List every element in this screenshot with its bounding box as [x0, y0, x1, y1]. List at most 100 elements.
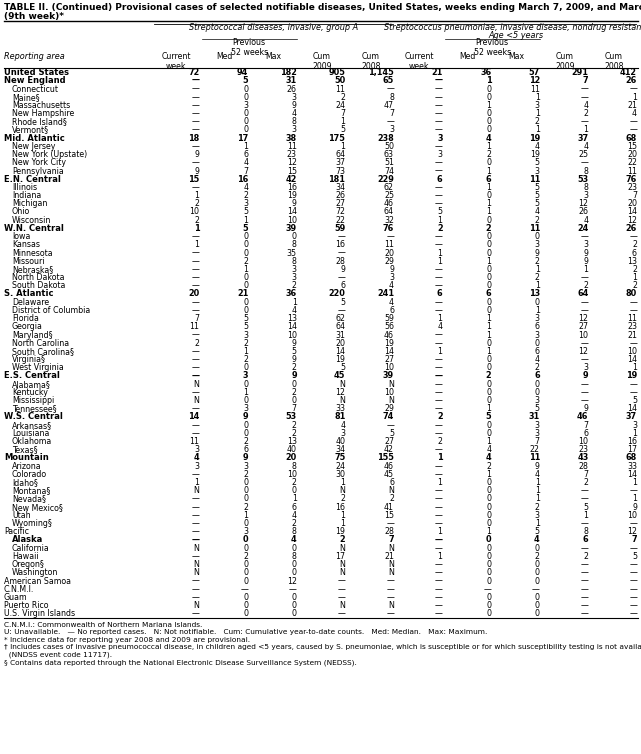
Text: 0: 0 — [243, 281, 248, 290]
Text: Mississippi: Mississippi — [12, 396, 54, 405]
Text: 9: 9 — [583, 404, 588, 413]
Text: —: — — [192, 429, 199, 438]
Text: 20: 20 — [384, 249, 394, 258]
Text: 0: 0 — [487, 363, 491, 372]
Text: Oklahoma: Oklahoma — [12, 437, 53, 446]
Text: 905: 905 — [329, 68, 345, 77]
Text: 0: 0 — [487, 216, 491, 225]
Text: 5: 5 — [243, 322, 248, 331]
Text: 1: 1 — [487, 322, 491, 331]
Text: E.S. Central: E.S. Central — [4, 372, 60, 381]
Text: 40: 40 — [335, 437, 345, 446]
Text: Minnesota: Minnesota — [12, 249, 53, 258]
Text: —: — — [289, 584, 297, 593]
Text: 1: 1 — [243, 216, 248, 225]
Text: 2: 2 — [292, 388, 297, 397]
Text: —: — — [629, 125, 637, 134]
Text: 1: 1 — [487, 167, 491, 176]
Text: 155: 155 — [377, 453, 394, 462]
Text: 1: 1 — [292, 298, 297, 307]
Text: —: — — [435, 486, 442, 495]
Text: 2: 2 — [487, 150, 491, 159]
Text: 62: 62 — [384, 183, 394, 192]
Text: 64: 64 — [335, 322, 345, 331]
Text: —: — — [435, 380, 442, 389]
Text: Indiana: Indiana — [12, 191, 41, 200]
Text: —: — — [581, 519, 588, 528]
Text: 19: 19 — [530, 150, 540, 159]
Text: 0: 0 — [292, 569, 297, 578]
Text: 0: 0 — [535, 609, 540, 618]
Text: E.N. Central: E.N. Central — [4, 175, 61, 184]
Text: 6: 6 — [534, 372, 540, 381]
Text: New Jersey: New Jersey — [12, 142, 55, 151]
Text: —: — — [192, 158, 199, 167]
Text: 21: 21 — [627, 330, 637, 339]
Text: 0: 0 — [243, 601, 248, 610]
Text: 2: 2 — [438, 437, 442, 446]
Text: 1: 1 — [243, 142, 248, 151]
Text: N: N — [340, 601, 345, 610]
Text: 3: 3 — [437, 133, 442, 143]
Text: 2: 2 — [535, 363, 540, 372]
Text: 2: 2 — [195, 216, 199, 225]
Text: 1: 1 — [340, 142, 345, 151]
Text: 38: 38 — [286, 133, 297, 143]
Text: N: N — [388, 544, 394, 553]
Text: Idaho§: Idaho§ — [12, 478, 38, 487]
Text: —: — — [386, 593, 394, 602]
Text: N: N — [194, 601, 199, 610]
Text: 0: 0 — [487, 232, 491, 241]
Text: 10: 10 — [578, 330, 588, 339]
Text: 1: 1 — [487, 404, 491, 413]
Text: (9th week)*: (9th week)* — [4, 12, 64, 21]
Text: Maine§: Maine§ — [12, 93, 40, 102]
Text: 37: 37 — [578, 133, 588, 143]
Text: 34: 34 — [335, 446, 345, 455]
Text: 9: 9 — [195, 150, 199, 159]
Text: 46: 46 — [384, 461, 394, 470]
Text: Pacific: Pacific — [4, 527, 29, 536]
Text: 0: 0 — [243, 125, 248, 134]
Text: 56: 56 — [384, 322, 394, 331]
Text: 0: 0 — [243, 93, 248, 102]
Text: 2: 2 — [632, 265, 637, 274]
Text: Max: Max — [265, 52, 281, 61]
Text: 8: 8 — [292, 527, 297, 536]
Text: 1: 1 — [535, 478, 540, 487]
Text: 2: 2 — [292, 281, 297, 290]
Text: —: — — [192, 470, 199, 479]
Text: —: — — [581, 609, 588, 618]
Text: 64: 64 — [335, 150, 345, 159]
Text: 0: 0 — [243, 577, 248, 586]
Text: 21: 21 — [431, 68, 442, 77]
Text: —: — — [435, 601, 442, 610]
Text: —: — — [192, 84, 199, 93]
Text: —: — — [435, 281, 442, 290]
Text: 19: 19 — [626, 372, 637, 381]
Text: 6: 6 — [389, 478, 394, 487]
Text: —: — — [192, 495, 199, 504]
Text: 9: 9 — [583, 256, 588, 265]
Text: 0: 0 — [487, 544, 491, 553]
Text: —: — — [435, 167, 442, 176]
Text: 19: 19 — [384, 339, 394, 348]
Text: 412: 412 — [620, 68, 637, 77]
Text: 3: 3 — [243, 404, 248, 413]
Text: —: — — [192, 109, 199, 118]
Text: 4: 4 — [487, 446, 491, 455]
Text: 76: 76 — [626, 175, 637, 184]
Text: 0: 0 — [292, 560, 297, 569]
Text: 4: 4 — [535, 470, 540, 479]
Text: 0: 0 — [243, 421, 248, 430]
Text: —: — — [435, 142, 442, 151]
Text: 0: 0 — [243, 544, 248, 553]
Text: 3: 3 — [583, 363, 588, 372]
Text: 5: 5 — [535, 527, 540, 536]
Text: 3: 3 — [243, 199, 248, 208]
Text: 0: 0 — [535, 593, 540, 602]
Text: —: — — [629, 339, 637, 348]
Text: 1: 1 — [340, 511, 345, 520]
Text: 1: 1 — [195, 241, 199, 250]
Text: 9: 9 — [583, 372, 588, 381]
